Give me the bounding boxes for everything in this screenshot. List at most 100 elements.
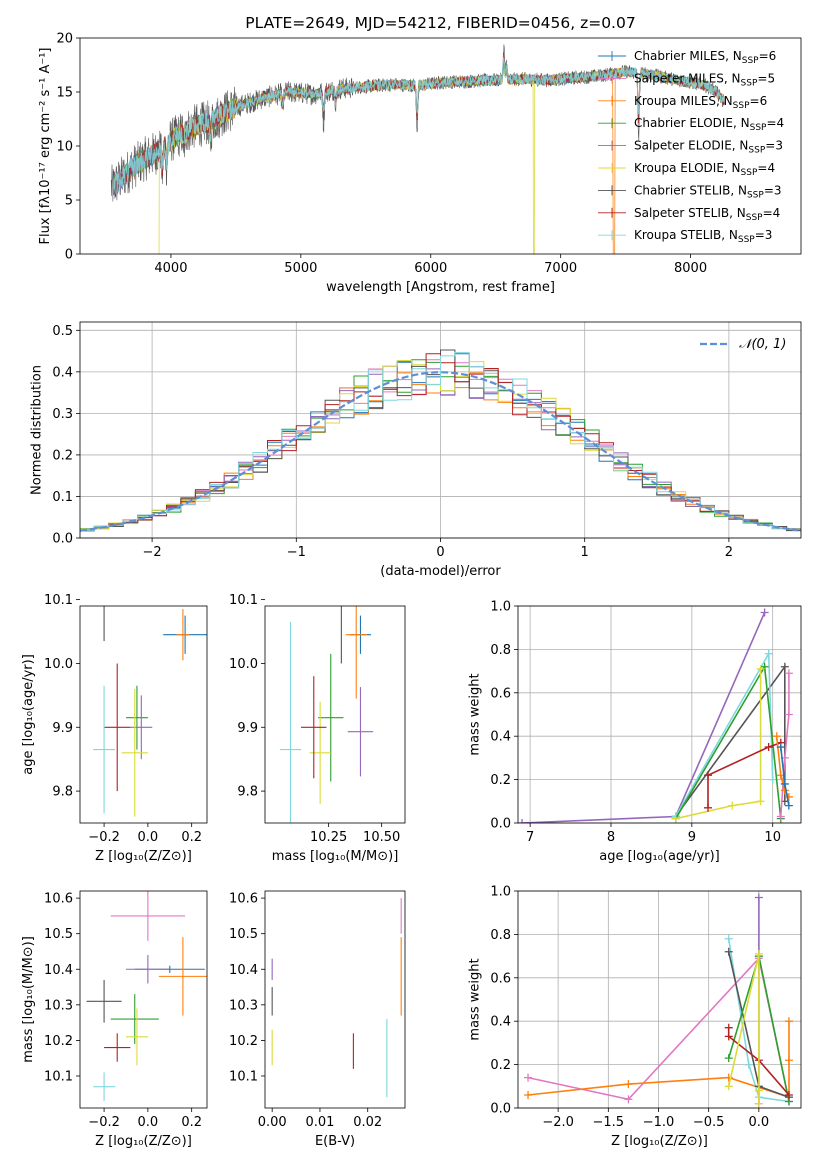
weight-marker: [724, 1054, 733, 1063]
y-tick-label: 10.2: [44, 1034, 73, 1049]
x-tick-label: 5000: [284, 261, 317, 276]
weight-marker: [754, 949, 763, 958]
errorbar-kroupa-miles: [176, 609, 190, 661]
weight-marker: [704, 771, 713, 780]
histogram-kroupa-stelib: [80, 352, 801, 532]
y-tick-label: 0.8: [490, 928, 511, 943]
weight-line-kroupa-elodie: [727, 953, 760, 1104]
weight-marker: [776, 812, 785, 821]
x-axis-label: age [log₁₀(age/yr)]: [599, 849, 720, 864]
y-tick-label: 5: [65, 194, 73, 209]
axes-mass-vs-ebv: 0.00 0.01 0.02 10.1 10.2 10.3 10.4 10.5 10.6 E(B-…: [229, 890, 406, 1149]
y-tick-label: 1.0: [490, 600, 511, 615]
weight-line-salpeter-stelib: [727, 1027, 790, 1096]
y-tick-label: 10.0: [44, 657, 73, 672]
y-tick-label: 10.0: [229, 657, 258, 672]
legend-label: Chabrier STELIB, NSSP=3: [634, 183, 782, 200]
legend-label: Salpeter MILES, NSSP=5: [634, 71, 775, 88]
y-tick-label: 0.8: [490, 643, 511, 658]
errorbar-chabrier-stelib: [103, 606, 105, 642]
x-axis-label: Z [log₁₀(Z/Z⊙)]: [95, 849, 192, 864]
x-tick-label: 10: [764, 830, 781, 845]
x-tick-label: 0: [436, 545, 444, 560]
weight-marker: [518, 819, 527, 823]
axes-residuals: −2 −1 0 1 2 0.0 0.1 0.2 0.3 0.4 0.5 (data-model)/er…: [30, 321, 802, 579]
y-tick-label: 0.4: [52, 365, 73, 380]
errorbar-salpeter-stelib: [104, 1033, 131, 1062]
axes-age-vs-mass: 10.25 10.50 9.8 9.9 10.0 10.1 mass [log₁₀(M/M⊙…: [229, 593, 406, 864]
x-tick-label: 0.0: [749, 1115, 770, 1130]
y-tick-label: 0.0: [490, 1102, 511, 1117]
x-axis-label: Z [log₁₀(Z/Z⊙)]: [95, 1134, 192, 1149]
weight-line-salpeter-stelib: [707, 741, 782, 808]
errorbar-chabrier-elodie: [110, 994, 159, 1044]
y-tick-label: 0: [65, 248, 73, 263]
y-axis-label: mass [log₁₀(M/M⊙)]: [21, 936, 36, 1063]
legend-label: Kroupa MILES, NSSP=6: [634, 94, 767, 111]
legend-label: Kroupa ELODIE, NSSP=4: [634, 161, 775, 178]
legend-label: 𝒩(0, 1): [739, 337, 786, 352]
x-axis-label: (data-model)/error: [380, 564, 501, 579]
weight-marker: [764, 743, 773, 752]
weight-marker: [754, 1086, 763, 1095]
plot-area-mass-vs-ebv: [271, 898, 402, 1098]
weight-marker: [764, 649, 773, 658]
errorbar-kroupa-stelib: [93, 685, 116, 814]
plot-area-residuals: [80, 349, 801, 533]
y-tick-label: 10.1: [229, 1069, 258, 1084]
errorbar-kroupa-miles: [345, 606, 367, 699]
weight-marker: [784, 1056, 793, 1065]
x-tick-label: 0.01: [305, 1115, 334, 1130]
axes-frame: [264, 890, 406, 1109]
y-tick-label: 9.9: [52, 721, 73, 736]
axes-mass-vs-Z: −0.2 0.0 0.2 10.1 10.2 10.3 10.4 10.5 10.6 Z [log…: [21, 890, 208, 1149]
errorbar-chabrier-elodie: [318, 653, 344, 782]
weight-marker: [756, 797, 765, 806]
errorbar-kroupa-elodie: [121, 688, 148, 817]
y-tick-label: 9.9: [237, 721, 258, 736]
axes-frame: [79, 37, 802, 255]
y-tick-label: 0.3: [52, 407, 73, 422]
plot-area-mass-vs-Z: [86, 891, 207, 1101]
weight-marker: [624, 1080, 633, 1089]
x-tick-label: 0.0: [138, 830, 159, 845]
x-tick-label: −2.0: [542, 1115, 574, 1130]
errorbar-salpeter-elodie: [125, 955, 170, 984]
errorbar-chabrier-stelib: [340, 606, 342, 664]
legend-label: Salpeter STELIB, NSSP=4: [634, 206, 780, 223]
normal-curve: [80, 371, 799, 532]
legend: Chabrier MILES, NSSP=6 Salpeter MILES, NS…: [598, 49, 784, 245]
y-tick-label: 10.5: [229, 927, 258, 942]
weight-line-kroupa-elodie: [675, 668, 762, 820]
y-tick-label: 10.6: [44, 892, 73, 907]
y-tick-label: 10.4: [229, 963, 258, 978]
plot-area-mass-weight-vs-Z: [524, 893, 793, 1108]
weight-marker: [724, 1032, 733, 1041]
x-tick-label: −1.0: [643, 1115, 675, 1130]
y-tick-label: 10: [56, 140, 73, 155]
axes-frame: [517, 890, 802, 1109]
y-axis-label: mass weight: [468, 673, 483, 755]
weight-marker: [724, 947, 733, 956]
weight-marker: [524, 1090, 533, 1099]
plot-area-age-vs-mass: [279, 606, 374, 823]
y-tick-label: 0.6: [490, 686, 511, 701]
x-tick-label: 8000: [674, 261, 707, 276]
weight-marker: [760, 608, 769, 617]
weight-marker: [760, 662, 769, 671]
weight-marker: [744, 1060, 753, 1069]
weight-marker: [624, 1095, 633, 1104]
x-tick-label: 4000: [154, 261, 187, 276]
y-tick-label: 0.2: [490, 773, 511, 788]
legend-label: Chabrier MILES, NSSP=6: [634, 49, 776, 66]
x-tick-label: 1: [581, 545, 589, 560]
x-tick-label: −1.5: [593, 1115, 625, 1130]
y-tick-label: 15: [56, 86, 73, 101]
chart-title: PLATE=2649, MJD=54212, FIBERID=0456, z=0…: [245, 14, 635, 32]
weight-marker: [780, 662, 789, 671]
y-tick-label: 10.4: [44, 963, 73, 978]
weight-marker: [784, 1090, 793, 1099]
x-tick-label: 7: [526, 830, 534, 845]
legend-label: Kroupa STELIB, NSSP=3: [634, 228, 772, 245]
y-tick-label: 0.2: [52, 448, 73, 463]
